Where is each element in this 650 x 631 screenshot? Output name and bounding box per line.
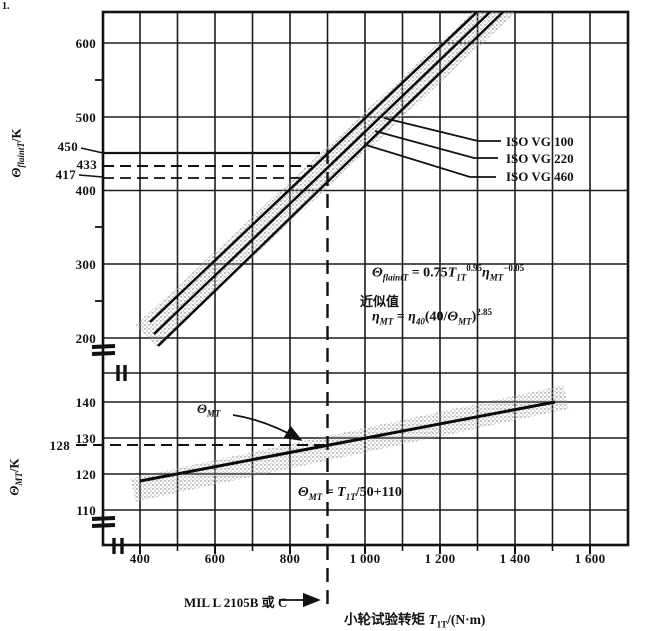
y-tick-140: 140 (75, 395, 96, 410)
marked-128: 128 (49, 438, 70, 453)
horizontal-gridlines (103, 42, 628, 511)
y-tick-400: 400 (75, 183, 96, 198)
bottom-y-axis-title: ΘMT/K (6, 458, 24, 496)
top-y-axis-title: ΘflaintT/K (8, 128, 26, 178)
label-iso-vg-100: ISO VG 100 (506, 134, 574, 149)
x-tick-1200: 1 200 (424, 551, 456, 566)
x-tick-400: 400 (129, 551, 151, 566)
marked-433: 433 (76, 157, 97, 172)
x-axis-title: 小轮试验转矩 T1T/(N·m) (344, 612, 486, 630)
marked-450: 450 (57, 139, 78, 154)
x-axis-major-ticks (139, 545, 591, 554)
theta-mt-arrow (232, 414, 303, 441)
formula-bulk-temperature: ΘMT = T1T/50+110 (298, 485, 402, 502)
marked-417: 417 (55, 167, 76, 182)
y-tick-110: 110 (76, 503, 96, 518)
y-tick-130: 130 (75, 431, 96, 446)
x-tick-800: 800 (279, 551, 301, 566)
iso-label-leaders (365, 117, 501, 178)
formula-flash-temperature: ΘflaintT = 0.75T1T0.95ηMT−0.05 (372, 263, 525, 283)
approx-label: 近似值 (360, 294, 400, 309)
curve-iso-vg-460 (157, 12, 504, 347)
vertical-gridlines (139, 12, 591, 545)
x-tick-600: 600 (204, 551, 226, 566)
y-tick-500: 500 (75, 110, 96, 125)
x-tick-1400: 1 400 (499, 551, 531, 566)
label-iso-vg-460: ISO VG 460 (506, 169, 574, 184)
y-tick-300: 300 (75, 257, 96, 272)
x-axis-minor-ticks (176, 545, 554, 551)
top-scatter-band (135, 12, 516, 347)
y-tick-200: 200 (75, 331, 96, 346)
x-tick-1000: 1 000 (349, 551, 381, 566)
label-iso-vg-220: ISO VG 220 (506, 151, 574, 166)
x-tick-1600: 1 600 (574, 551, 606, 566)
curve-theta-mt (139, 400, 556, 483)
y-tick-120: 120 (75, 467, 96, 482)
tick-label-leaders (78, 147, 104, 178)
bottom-scatter-band (130, 385, 569, 502)
line-break-icon (112, 365, 127, 554)
curve-iso-vg-220 (153, 12, 491, 335)
corner-fragment: 1. (2, 1, 10, 12)
mil-reference-label: MIL L 2105B 或 C (184, 595, 288, 610)
axis-break-icon (91, 344, 116, 528)
y-axis-minor-ticks (95, 79, 103, 302)
formula-viscosity: ηMT = η40(40/ΘMT)2.85 (372, 307, 493, 327)
curve-label-theta-mt: ΘMT (197, 401, 221, 419)
curve-iso-vg-100 (149, 12, 478, 323)
y-tick-600: 600 (75, 36, 96, 51)
iso-vg-curves (149, 12, 504, 347)
